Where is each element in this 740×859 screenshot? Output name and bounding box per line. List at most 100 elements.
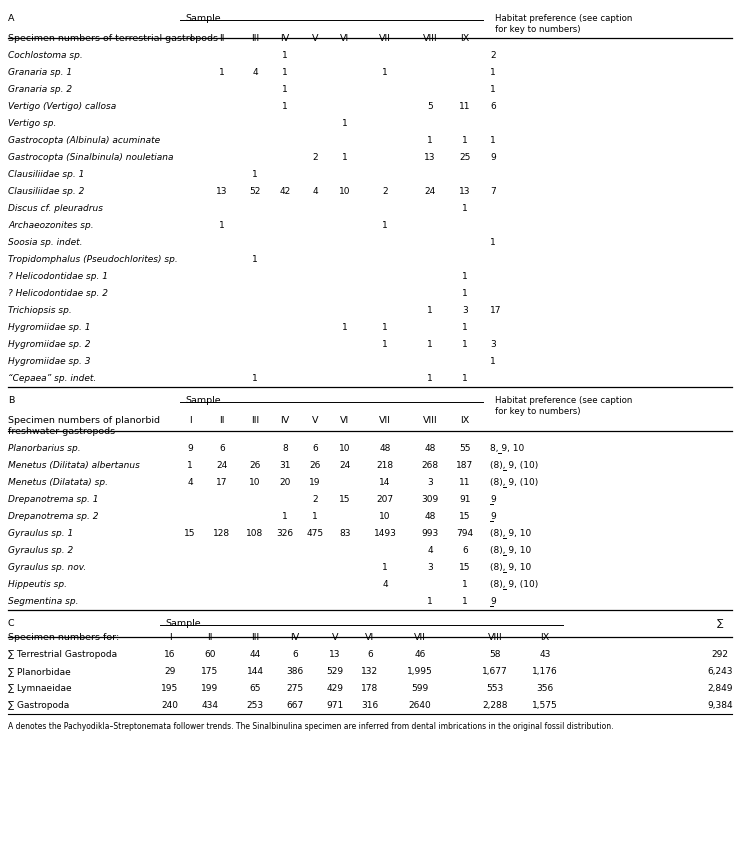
Text: 13: 13	[424, 153, 436, 162]
Text: VII: VII	[379, 34, 391, 43]
Text: 218: 218	[377, 461, 394, 470]
Text: 794: 794	[457, 529, 474, 538]
Text: Drepanotrema sp. 1: Drepanotrema sp. 1	[8, 495, 98, 504]
Text: 19: 19	[309, 478, 320, 487]
Text: 1,575: 1,575	[532, 701, 558, 710]
Text: Menetus (Dilatata) sp.: Menetus (Dilatata) sp.	[8, 478, 108, 487]
Text: (8), 9, 10: (8), 9, 10	[490, 563, 531, 572]
Text: VII: VII	[379, 416, 391, 425]
Text: Trichiopsis sp.: Trichiopsis sp.	[8, 306, 72, 315]
Text: 993: 993	[421, 529, 439, 538]
Text: (8), 9, 10: (8), 9, 10	[490, 529, 531, 538]
Text: 356: 356	[536, 684, 554, 693]
Text: 3: 3	[427, 563, 433, 572]
Text: Drepanotrema sp. 2: Drepanotrema sp. 2	[8, 512, 98, 521]
Text: 6: 6	[490, 102, 496, 111]
Text: 58: 58	[489, 650, 501, 659]
Text: 199: 199	[201, 684, 218, 693]
Text: (8), 9, (10): (8), 9, (10)	[490, 478, 538, 487]
Text: 9: 9	[490, 495, 496, 504]
Text: Menetus (Dilitata) albertanus: Menetus (Dilitata) albertanus	[8, 461, 140, 470]
Text: Gastrocopta (Sinalbinula) nouletiana: Gastrocopta (Sinalbinula) nouletiana	[8, 153, 173, 162]
Text: 9: 9	[490, 597, 496, 606]
Text: 1,677: 1,677	[482, 667, 508, 676]
Text: 4: 4	[187, 478, 193, 487]
Text: IV: IV	[280, 34, 289, 43]
Text: 326: 326	[277, 529, 294, 538]
Text: Vertigo sp.: Vertigo sp.	[8, 119, 56, 128]
Text: 6: 6	[462, 546, 468, 555]
Text: 4: 4	[382, 580, 388, 589]
Text: 13: 13	[329, 650, 340, 659]
Text: 46: 46	[414, 650, 425, 659]
Text: III: III	[251, 416, 259, 425]
Text: 553: 553	[486, 684, 504, 693]
Text: Segmentina sp.: Segmentina sp.	[8, 597, 78, 606]
Text: 9: 9	[187, 444, 193, 453]
Text: 1: 1	[187, 461, 193, 470]
Text: VIII: VIII	[488, 633, 502, 642]
Text: 128: 128	[213, 529, 231, 538]
Text: Specimen numbers for:: Specimen numbers for:	[8, 633, 119, 642]
Text: 268: 268	[422, 461, 439, 470]
Text: 1: 1	[382, 221, 388, 230]
Text: Gastrocopta (Albinula) acuminate: Gastrocopta (Albinula) acuminate	[8, 136, 160, 145]
Text: Gyraulus sp. nov.: Gyraulus sp. nov.	[8, 563, 87, 572]
Text: 1: 1	[462, 597, 468, 606]
Text: 17: 17	[216, 478, 228, 487]
Text: (8), 9, (10): (8), 9, (10)	[490, 461, 538, 470]
Text: 1,995: 1,995	[407, 667, 433, 676]
Text: 2,288: 2,288	[482, 701, 508, 710]
Text: Cochlostoma sp.: Cochlostoma sp.	[8, 51, 83, 60]
Text: 10: 10	[339, 444, 351, 453]
Text: IX: IX	[460, 34, 470, 43]
Text: 1: 1	[282, 512, 288, 521]
Text: 1: 1	[312, 512, 318, 521]
Text: ∑ Planorbidae: ∑ Planorbidae	[8, 667, 71, 676]
Text: 8: 8	[282, 444, 288, 453]
Text: 1: 1	[490, 136, 496, 145]
Text: 1: 1	[382, 563, 388, 572]
Text: 1: 1	[252, 170, 258, 179]
Text: I: I	[189, 416, 192, 425]
Text: VI: VI	[340, 416, 349, 425]
Text: 1: 1	[282, 68, 288, 77]
Text: Soosia sp. indet.: Soosia sp. indet.	[8, 238, 82, 247]
Text: 44: 44	[249, 650, 260, 659]
Text: A: A	[8, 14, 15, 23]
Text: Gyraulus sp. 2: Gyraulus sp. 2	[8, 546, 73, 555]
Text: 2: 2	[312, 153, 317, 162]
Text: 15: 15	[339, 495, 351, 504]
Text: 14: 14	[380, 478, 391, 487]
Text: Archaeozonites sp.: Archaeozonites sp.	[8, 221, 94, 230]
Text: 1: 1	[427, 306, 433, 315]
Text: 1: 1	[490, 85, 496, 94]
Text: 11: 11	[460, 102, 471, 111]
Text: 25: 25	[460, 153, 471, 162]
Text: 1: 1	[219, 68, 225, 77]
Text: 52: 52	[249, 187, 260, 196]
Text: 1: 1	[462, 204, 468, 213]
Text: IX: IX	[460, 416, 470, 425]
Text: VI: VI	[366, 633, 374, 642]
Text: VI: VI	[340, 34, 349, 43]
Text: 1: 1	[282, 51, 288, 60]
Text: 3: 3	[427, 478, 433, 487]
Text: 9,384: 9,384	[707, 701, 733, 710]
Text: “Cepaea” sp. indet.: “Cepaea” sp. indet.	[8, 374, 96, 383]
Text: Clausiliidae sp. 2: Clausiliidae sp. 2	[8, 187, 84, 196]
Text: Sample: Sample	[185, 396, 221, 405]
Text: 7: 7	[490, 187, 496, 196]
Text: 207: 207	[377, 495, 394, 504]
Text: 11: 11	[460, 478, 471, 487]
Text: Sample: Sample	[185, 14, 221, 23]
Text: 26: 26	[309, 461, 320, 470]
Text: Hygromiidae sp. 1: Hygromiidae sp. 1	[8, 323, 90, 332]
Text: Gyraulus sp. 1: Gyraulus sp. 1	[8, 529, 73, 538]
Text: 2: 2	[490, 51, 496, 60]
Text: 1: 1	[462, 323, 468, 332]
Text: 386: 386	[286, 667, 303, 676]
Text: 15: 15	[460, 512, 471, 521]
Text: 6: 6	[292, 650, 298, 659]
Text: (8), 9, (10): (8), 9, (10)	[490, 580, 538, 589]
